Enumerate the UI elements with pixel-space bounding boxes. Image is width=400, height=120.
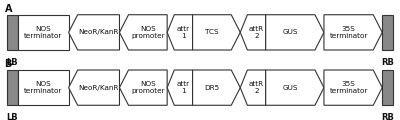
Text: attr
1: attr 1 <box>177 26 190 39</box>
Text: DR5: DR5 <box>204 85 220 91</box>
Polygon shape <box>266 15 324 50</box>
Text: LB: LB <box>7 58 18 67</box>
Text: NeoR/KanR: NeoR/KanR <box>78 29 119 35</box>
Text: NOS
promoter: NOS promoter <box>131 81 165 94</box>
Polygon shape <box>266 70 324 105</box>
Text: attR
2: attR 2 <box>249 26 264 39</box>
Polygon shape <box>18 70 69 105</box>
Polygon shape <box>324 70 382 105</box>
Text: NOS
terminator: NOS terminator <box>24 81 62 94</box>
Text: 35S
terminator: 35S terminator <box>330 81 368 94</box>
Polygon shape <box>192 15 240 50</box>
Text: GUS: GUS <box>282 29 298 35</box>
Text: 35S
terminator: 35S terminator <box>330 26 368 39</box>
Text: RB: RB <box>381 113 394 120</box>
Text: A: A <box>4 4 12 14</box>
Polygon shape <box>69 70 120 105</box>
Polygon shape <box>7 70 18 105</box>
Polygon shape <box>240 15 266 50</box>
Polygon shape <box>167 15 192 50</box>
Polygon shape <box>240 70 266 105</box>
Text: NOS
promoter: NOS promoter <box>131 26 165 39</box>
Polygon shape <box>192 70 240 105</box>
Polygon shape <box>7 15 18 50</box>
Text: attR
2: attR 2 <box>249 81 264 94</box>
Polygon shape <box>120 70 167 105</box>
Polygon shape <box>382 70 393 105</box>
Text: NeoR/KanR: NeoR/KanR <box>78 85 119 91</box>
Text: B: B <box>4 59 12 69</box>
Text: GUS: GUS <box>282 85 298 91</box>
Text: RB: RB <box>381 58 394 67</box>
Text: attr
1: attr 1 <box>177 81 190 94</box>
Text: TCS: TCS <box>205 29 219 35</box>
Polygon shape <box>324 15 382 50</box>
Polygon shape <box>382 15 393 50</box>
Polygon shape <box>120 15 167 50</box>
Polygon shape <box>167 70 192 105</box>
Text: LB: LB <box>7 113 18 120</box>
Text: NOS
terminator: NOS terminator <box>24 26 62 39</box>
Polygon shape <box>18 15 69 50</box>
Polygon shape <box>69 15 120 50</box>
